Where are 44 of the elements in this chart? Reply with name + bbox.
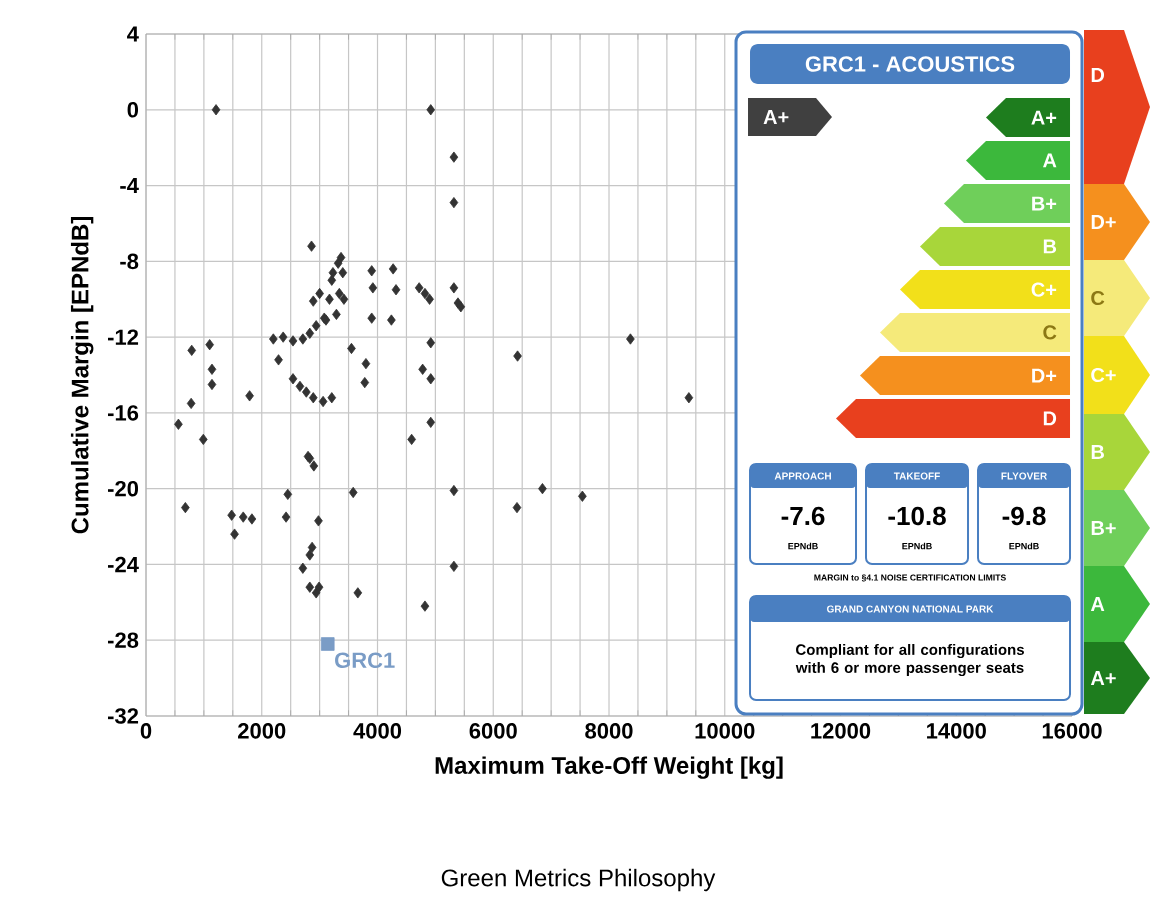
y-tick-label: -32 (107, 708, 139, 724)
series-label: GRC1 (335, 652, 395, 668)
text: C+ (1091, 367, 1116, 383)
text: C (1091, 290, 1105, 306)
y-tick-label: -24 (107, 556, 139, 573)
annotation: A+ (763, 110, 789, 124)
annotation: -9.8 (1002, 506, 1046, 526)
x-tick-label: 0 (140, 723, 152, 739)
x-tick-label: 8000 (585, 723, 633, 739)
text: D+ (1091, 215, 1116, 229)
annotation: C (1043, 325, 1057, 340)
annotation: -10.8 (888, 506, 946, 526)
text: A (1090, 597, 1105, 611)
y-tick-label: -16 (107, 405, 139, 421)
annotation: A (1043, 153, 1057, 168)
text: Green Metrics Philosophy (441, 868, 716, 892)
x-tick-label: 4000 (353, 723, 402, 739)
x-tick-label: 16000 (1042, 723, 1102, 739)
x-tick-label: 6000 (469, 723, 517, 739)
text: B+ (1091, 521, 1116, 535)
y-tick-label: -20 (107, 480, 139, 497)
x-tick-label: 2000 (238, 723, 286, 739)
annotation: B+ (1032, 196, 1057, 211)
y-tick-label: -28 (107, 632, 139, 649)
x-tick-label: 12000 (811, 723, 871, 739)
x-tick-label: 14000 (927, 723, 986, 739)
annotation: A+ (1031, 110, 1057, 125)
annotation: -7.6 (781, 506, 825, 526)
text: D (1091, 68, 1105, 82)
y-tick-label: -12 (107, 329, 139, 345)
annotation: B (1043, 239, 1057, 254)
annotation: GRC1 - ACOUSTICS (805, 56, 1015, 72)
y-tick-label: 4 (127, 26, 139, 42)
y-tick-label: -8 (120, 253, 139, 270)
annotation: C+ (1031, 282, 1057, 297)
text: B (1091, 445, 1104, 459)
text: A+ (1090, 671, 1116, 685)
x-tick-label: 10000 (695, 723, 755, 739)
annotation: D (1043, 411, 1057, 426)
y-tick-label: -4 (120, 178, 139, 194)
x-axis-title: Maximum Take-Off Weight [kg] (435, 756, 783, 779)
y-tick-label: 0 (127, 102, 139, 118)
y-axis-title: Cumulative Margin [EPNdB] (70, 217, 94, 534)
annotation: D+ (1032, 368, 1057, 383)
